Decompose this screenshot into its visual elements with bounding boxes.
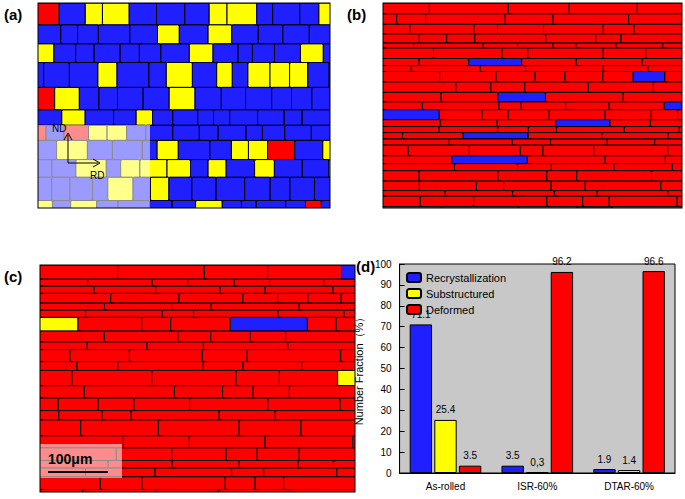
svg-text:Number Fraction（%）: Number Fraction（%） [353,312,365,426]
svg-text:96.2: 96.2 [552,256,572,267]
svg-text:(d): (d) [356,258,375,275]
svg-text:0: 0 [386,468,392,479]
svg-text:1.4: 1.4 [622,455,636,466]
svg-text:40: 40 [380,384,392,395]
svg-text:1.9: 1.9 [598,454,612,465]
svg-text:(b): (b) [347,6,366,23]
svg-text:10: 10 [380,447,392,458]
svg-text:ISR-60%: ISR-60% [517,481,557,492]
svg-text:100: 100 [375,259,392,270]
svg-text:RD: RD [90,170,104,181]
svg-text:ND: ND [52,123,66,134]
svg-text:Deformed: Deformed [426,304,474,316]
svg-text:70: 70 [380,321,392,332]
svg-text:30: 30 [380,405,392,416]
svg-text:DTAR-60%: DTAR-60% [604,481,654,492]
svg-text:25.4: 25.4 [436,404,456,415]
svg-text:Recrystallization: Recrystallization [426,272,506,284]
svg-text:As-rolled: As-rolled [426,481,465,492]
svg-text:Substructured: Substructured [426,288,494,300]
svg-text:96.6: 96.6 [644,256,664,267]
svg-text:100μm: 100μm [48,451,92,467]
svg-text:3.5: 3.5 [463,450,477,461]
svg-text:80: 80 [380,300,392,311]
svg-text:(c): (c) [4,268,22,285]
svg-text:60: 60 [380,342,392,353]
svg-text:3.5: 3.5 [506,450,520,461]
svg-text:0,3: 0,3 [530,457,544,468]
svg-text:50: 50 [380,363,392,374]
svg-text:90: 90 [380,279,392,290]
svg-text:20: 20 [380,426,392,437]
svg-text:(a): (a) [4,6,22,23]
